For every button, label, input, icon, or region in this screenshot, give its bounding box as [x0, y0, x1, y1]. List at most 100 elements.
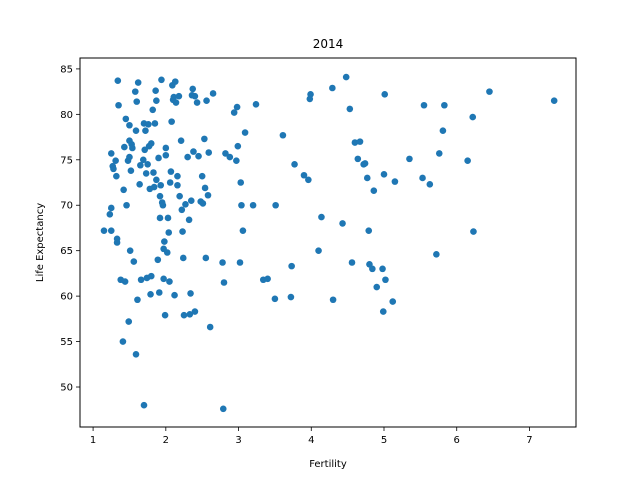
data-point — [115, 101, 122, 109]
x-tick-label: 1 — [90, 435, 96, 446]
data-point — [342, 73, 350, 81]
data-point — [420, 101, 428, 109]
data-point — [145, 121, 152, 128]
data-point — [203, 97, 210, 105]
data-point — [107, 227, 115, 234]
data-point — [153, 97, 160, 105]
data-point — [107, 204, 115, 212]
data-point — [205, 149, 213, 156]
data-point — [206, 323, 214, 331]
data-point — [110, 165, 117, 173]
data-point — [219, 405, 227, 413]
data-point — [469, 113, 477, 121]
data-point — [291, 161, 298, 168]
data-point — [369, 265, 376, 273]
x-tick-label: 5 — [381, 435, 387, 446]
ticks-layer: 1 2 3 4 5 6 7 50 55 60 65 70 75 80 85 — [60, 64, 532, 446]
data-point — [329, 296, 337, 304]
data-point — [114, 77, 122, 85]
data-point — [365, 227, 373, 234]
x-tick-label: 6 — [454, 435, 460, 446]
data-point — [179, 254, 187, 262]
x-tick-label: 4 — [308, 435, 314, 446]
y-tick-label: 75 — [60, 155, 73, 166]
data-point — [154, 256, 162, 264]
y-tick-label: 55 — [60, 337, 73, 348]
data-point — [346, 105, 354, 113]
data-point — [187, 197, 195, 204]
data-point — [171, 78, 179, 85]
data-point — [307, 91, 314, 98]
data-point — [130, 258, 138, 265]
data-point — [112, 157, 119, 164]
data-point — [125, 318, 133, 325]
data-point — [226, 153, 234, 161]
data-point — [165, 229, 173, 236]
data-point — [193, 99, 201, 106]
data-point — [379, 265, 386, 273]
data-point — [113, 239, 121, 246]
data-point — [198, 172, 206, 180]
data-point — [233, 157, 240, 164]
data-point — [153, 176, 160, 184]
data-point — [238, 201, 245, 209]
data-point — [122, 115, 130, 123]
data-point — [373, 283, 381, 291]
data-point — [279, 131, 287, 139]
data-point — [381, 91, 389, 98]
x-tick-label: 2 — [163, 435, 169, 446]
data-point — [361, 160, 369, 167]
data-point — [156, 214, 164, 222]
data-point — [156, 192, 164, 200]
data-point — [339, 220, 346, 227]
x-tick-label: 7 — [526, 435, 532, 446]
data-point — [131, 88, 139, 95]
data-point — [126, 121, 133, 129]
data-point — [161, 311, 169, 319]
data-point — [120, 186, 127, 194]
data-point — [150, 183, 158, 191]
data-point — [126, 153, 133, 161]
data-point — [150, 169, 157, 176]
data-point — [182, 201, 189, 208]
data-point — [351, 139, 359, 146]
data-point — [166, 179, 174, 186]
data-point — [433, 251, 440, 258]
data-point — [201, 135, 208, 143]
data-point — [185, 216, 193, 224]
data-point — [155, 289, 163, 296]
data-point — [389, 298, 397, 305]
data-point — [191, 308, 199, 315]
data-point — [106, 211, 114, 218]
data-point — [264, 275, 271, 283]
data-point — [141, 146, 149, 154]
data-point — [147, 291, 154, 298]
data-point — [305, 176, 312, 184]
data-point — [162, 144, 170, 152]
data-point — [391, 178, 399, 185]
data-point — [191, 92, 199, 100]
data-point — [287, 293, 295, 301]
data-point — [167, 168, 175, 175]
y-tick-label: 70 — [60, 201, 73, 212]
data-point — [234, 142, 242, 150]
data-point — [139, 156, 147, 164]
data-point — [144, 161, 151, 168]
data-point — [419, 174, 426, 182]
points-layer — [100, 73, 558, 413]
data-point — [190, 148, 197, 155]
data-point — [300, 171, 308, 179]
data-point — [134, 79, 142, 86]
data-point — [171, 291, 178, 299]
data-point — [123, 201, 130, 209]
data-point — [174, 181, 181, 189]
data-point — [348, 259, 356, 266]
data-point — [152, 87, 159, 95]
data-point — [107, 150, 115, 157]
data-point — [486, 88, 493, 95]
data-point — [379, 308, 387, 315]
data-point — [272, 201, 279, 209]
data-point — [163, 249, 171, 256]
data-point — [127, 167, 135, 174]
